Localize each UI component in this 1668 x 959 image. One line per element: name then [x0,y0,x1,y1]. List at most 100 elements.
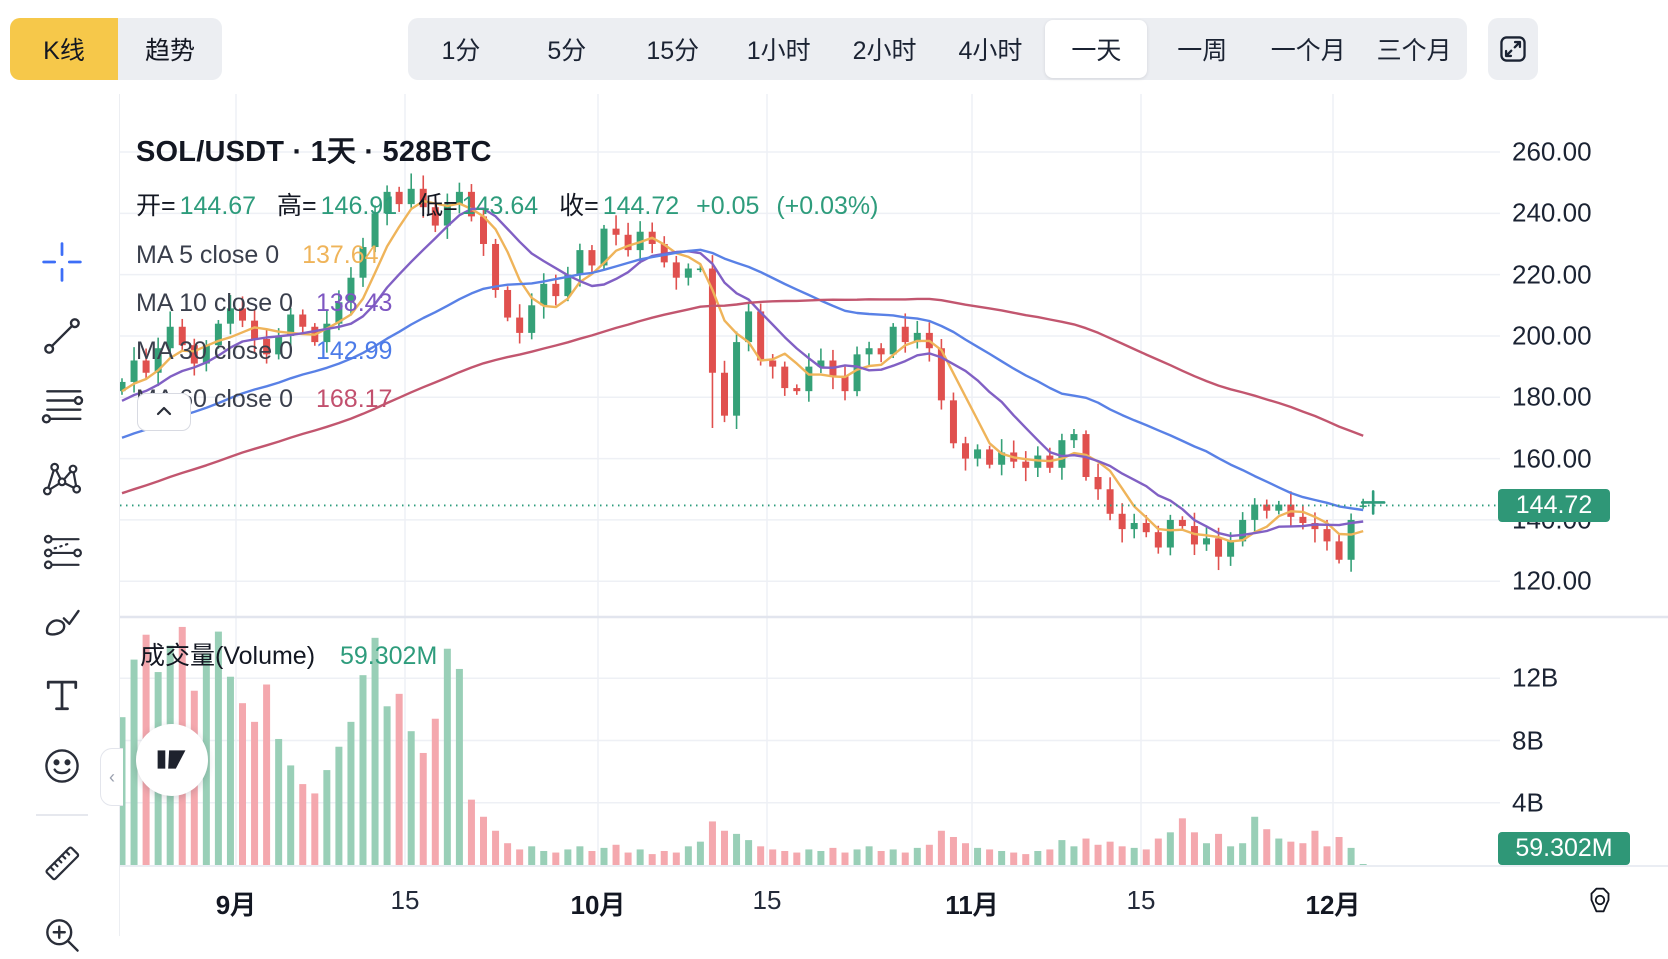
timeframe-5[interactable]: 2小时 [834,20,936,78]
price-axis[interactable]: 260.00240.00220.00200.00180.00160.00140.… [1500,94,1668,866]
candle-body [251,320,259,340]
legend-collapse-button[interactable] [137,393,191,431]
chevron-up-icon [156,406,172,416]
candle-body [576,250,584,275]
volume-bar [817,850,825,865]
zoom-in-tool[interactable] [38,911,86,959]
candle-body [359,247,367,278]
candle-body [1227,541,1235,557]
volume-bar [516,849,524,865]
timeframe-3[interactable]: 15分 [622,20,724,78]
candle-body [275,335,283,355]
volume-bar [214,631,222,865]
timeframe-8[interactable]: 一周 [1151,20,1253,78]
chart-canvas[interactable] [120,94,1668,936]
timeframe-10[interactable]: 三个月 [1363,20,1465,78]
volume-bar [925,844,933,865]
ma10-line [121,207,1364,538]
volume-bar [335,746,343,865]
candle-body [443,204,451,226]
volume-bar [552,852,560,865]
candle-body [347,277,355,303]
candle-body [335,302,343,324]
candle-body [1166,519,1174,548]
volume-bar [528,846,536,865]
xabcd-pattern-tool[interactable] [38,456,86,504]
candle-body [431,207,439,226]
volume-bar [1082,838,1090,865]
text-icon [46,680,78,711]
candle-body [323,323,331,343]
volume-bar [624,852,632,865]
trend-line-tool[interactable] [38,312,86,360]
fullscreen-button[interactable] [1488,18,1538,80]
toolbar-collapse-tab[interactable]: ‹ [100,748,123,806]
candle-body [1022,461,1030,468]
crosshair-icon [42,242,82,282]
candle-body [287,314,295,336]
candle-body [901,326,909,343]
horizontal-lines-tool[interactable] [38,382,86,430]
timeframe-1[interactable]: 1分 [410,20,512,78]
candle-body [733,342,741,416]
volume-bar [733,833,741,865]
volume-bar [1058,840,1066,865]
timeframe-6[interactable]: 4小时 [940,20,1042,78]
timeframe-9[interactable]: 一个月 [1257,20,1359,78]
timeframe-4[interactable]: 1小时 [728,20,830,78]
crosshair-tool[interactable] [38,238,86,286]
settings-button[interactable] [1580,880,1620,920]
top-toolbar: K线 趋势 1分 5分 15分 1小时 2小时 4小时 一天 一周 一个月 三个月 [0,0,1668,94]
volume-bar [913,847,921,865]
volume-bar [636,849,644,865]
volume-bar [612,844,620,865]
candle-body [1130,522,1138,530]
volume-bar [708,821,716,865]
expand-icon [1498,34,1528,64]
candle-body [455,191,463,205]
candle-body [120,381,126,392]
candle-body [588,250,596,266]
candle-body [721,372,728,416]
volume-bar [1034,850,1042,865]
price-axis-label: 120.00 [1512,565,1592,596]
candle-body [528,305,536,333]
volume-bar [576,846,584,865]
ruler-tool[interactable] [38,839,86,887]
volume-bar [359,675,367,865]
timeframe-2[interactable]: 5分 [516,20,618,78]
brush-tool[interactable] [38,598,86,646]
ruler-icon [45,846,80,881]
volume-bar [1335,836,1343,865]
parallel-channel-tool[interactable] [38,528,86,576]
text-tool[interactable] [38,671,86,719]
time-axis[interactable]: 9月 15 10月 15 11月 15 12月 [120,866,1500,936]
candle-body [504,289,512,318]
candle-body [1335,541,1343,560]
chart-type-switcher: K线 趋势 [10,18,222,80]
candle-body [492,243,500,290]
price-axis-label: 240.00 [1512,197,1592,228]
candle-body [1142,522,1150,533]
tab-kline[interactable]: K线 [10,18,118,80]
emoji-tool[interactable] [38,742,86,790]
candle-body [696,268,704,271]
candle-body [407,188,415,205]
volume-bar [1275,838,1283,865]
candle-body [142,360,150,373]
candle-body [998,452,1006,465]
tab-trend[interactable]: 趋势 [118,18,222,80]
candle-body [600,228,608,266]
candle-body [516,317,524,333]
timeframe-7[interactable]: 一天 [1045,20,1148,78]
volume-bar [540,850,548,865]
volume-bar [443,648,451,865]
volume-bar [492,830,500,865]
candle-body [202,345,210,364]
candle-body [1251,504,1259,520]
zoom-in-icon [46,919,79,952]
candle-body [1263,504,1271,511]
candle-body [540,283,548,306]
volume-bar [877,850,885,865]
volume-bar [853,849,861,865]
